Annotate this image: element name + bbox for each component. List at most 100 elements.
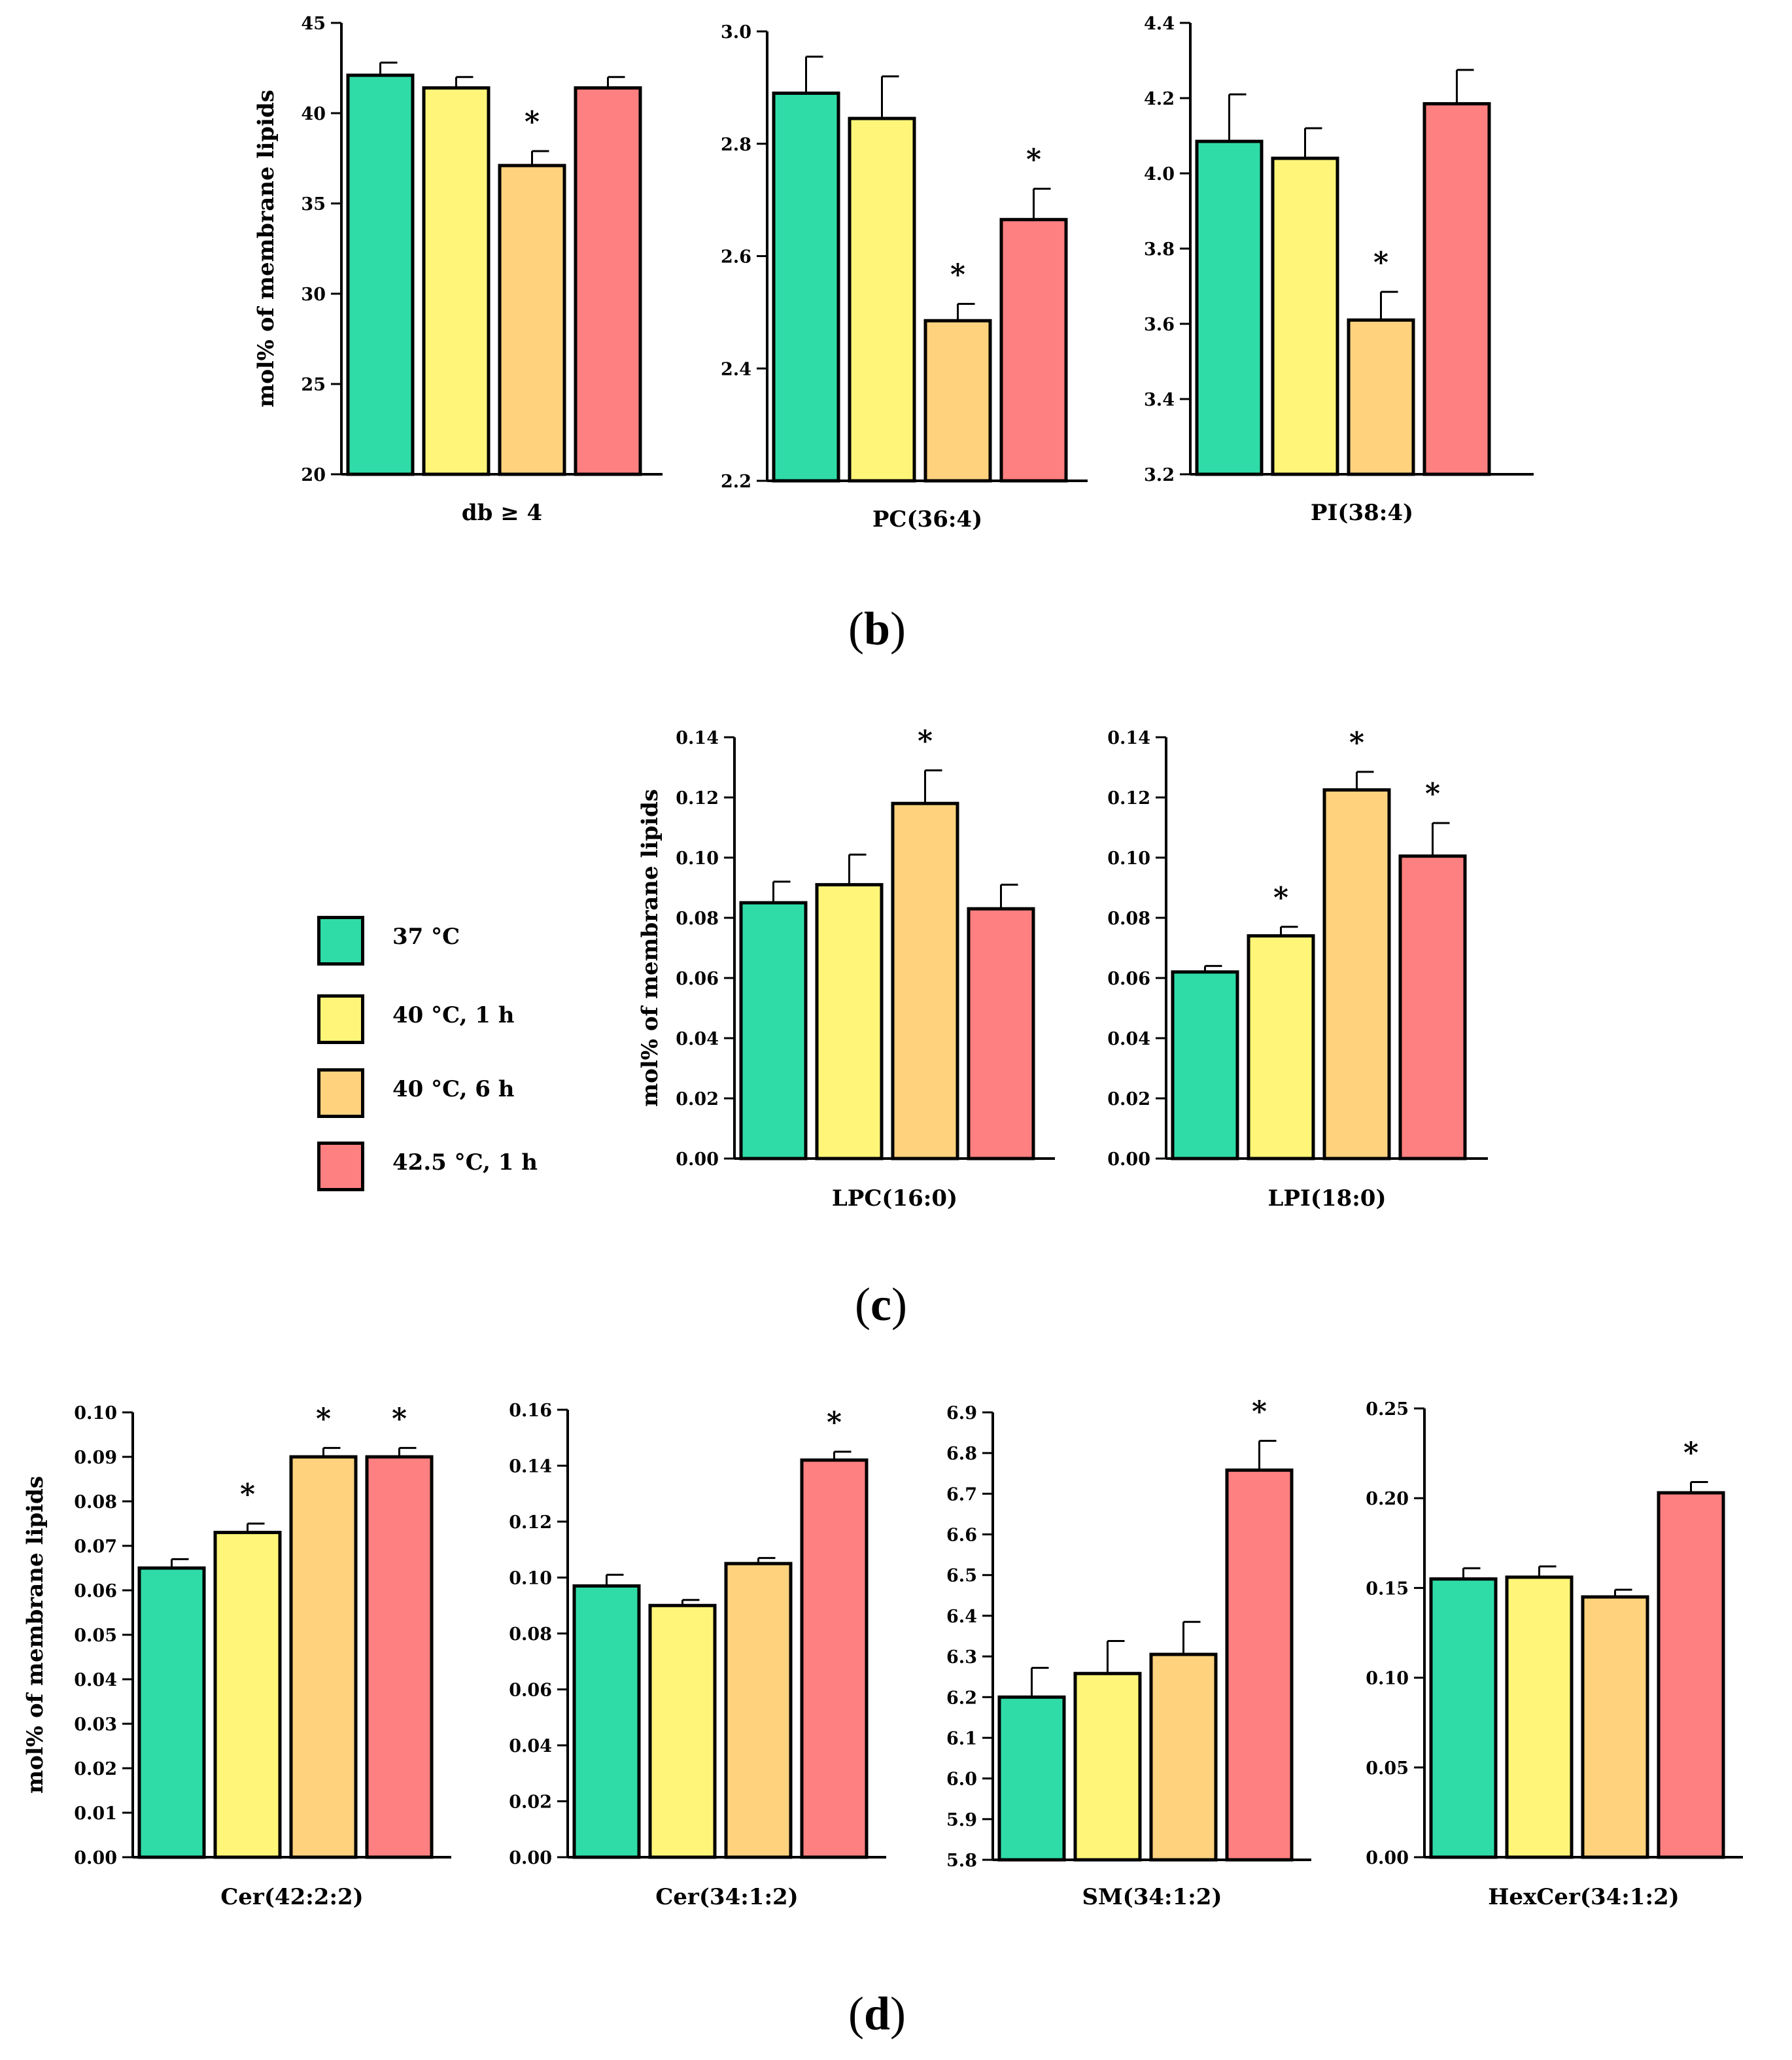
bar-40c-6h-db-4 [498, 164, 566, 476]
legend-label-40c-6h: 40 °C, 6 h [392, 1076, 515, 1102]
x-label-hexcer-34-1-2: HexCer(34:1:2) [1488, 1884, 1680, 1910]
y-tick-label-sm-34-1-2: 6.8 [946, 1444, 977, 1464]
y-tick-label-lpc-16-0: 0.02 [676, 1089, 719, 1109]
y-tick-label-lpi-18-0: 0.02 [1107, 1089, 1150, 1109]
legend-item-37c: 37 °C [317, 916, 579, 967]
y-tick-label-pi-38-4: 3.8 [1144, 239, 1175, 260]
y-tick-label-lpi-18-0: 0.06 [1107, 969, 1150, 989]
bar-40c-6h-cer-42-2-2 [289, 1455, 358, 1859]
y-tick-label-sm-34-1-2: 6.6 [946, 1526, 977, 1546]
bar-42-5c-1h-pc-36-4 [999, 218, 1068, 483]
significance-asterisk: * [1252, 1395, 1267, 1429]
significance-asterisk: * [1425, 777, 1440, 811]
y-tick-label-db-4: 25 [301, 375, 326, 395]
y-tick-label-sm-34-1-2: 6.3 [946, 1647, 977, 1667]
y-tick-label-lpc-16-0: 0.14 [676, 728, 719, 748]
bar-40c-1h-lpc-16-0 [815, 882, 884, 1161]
y-tick-label-sm-34-1-2: 5.9 [946, 1810, 977, 1830]
x-label-lpc-16-0: LPC(16:0) [832, 1185, 957, 1212]
significance-asterisk: * [392, 1402, 407, 1435]
panel-label-c: (c) [855, 1278, 907, 1331]
y-tick-label-cer-42-2-2: 0.05 [74, 1626, 117, 1646]
y-axis-label: mol% of membrane lipids [22, 1476, 48, 1794]
y-axis-label: mol% of membrane lipids [637, 789, 663, 1107]
y-tick-label-hexcer-34-1-2: 0.15 [1366, 1579, 1409, 1599]
bar-42-5c-1h-sm-34-1-2 [1225, 1468, 1294, 1862]
bar-40c-1h-pc-36-4 [848, 116, 916, 483]
y-tick-label-hexcer-34-1-2: 0.00 [1366, 1848, 1409, 1868]
legend-item-40c-1h: 40 °C, 1 h [317, 994, 579, 1045]
panel-label-d: (d) [848, 1987, 906, 2040]
x-label-lpi-18-0: LPI(18:0) [1267, 1185, 1386, 1212]
y-tick-label-lpc-16-0: 0.04 [676, 1029, 719, 1049]
x-label-pi-38-4: PI(38:4) [1311, 500, 1413, 526]
bar-42-5c-1h-hexcer-34-1-2 [1657, 1491, 1725, 1859]
y-tick-label-sm-34-1-2: 6.0 [946, 1770, 977, 1790]
y-tick-label-pi-38-4: 4.0 [1144, 164, 1175, 184]
significance-asterisk: * [525, 105, 540, 139]
bar-40c-1h-cer-42-2-2 [213, 1531, 282, 1859]
x-label-sm-34-1-2: SM(34:1:2) [1082, 1884, 1222, 1910]
significance-asterisk: * [240, 1478, 255, 1511]
x-label-cer-34-1-2: Cer(34:1:2) [655, 1884, 799, 1910]
y-tick-label-lpc-16-0: 0.10 [676, 848, 719, 869]
legend-swatch-40c-6h [317, 1068, 364, 1118]
y-tick-label-lpi-18-0: 0.12 [1107, 788, 1150, 809]
y-tick-label-cer-34-1-2: 0.16 [509, 1401, 552, 1421]
bar-40c-1h-sm-34-1-2 [1073, 1671, 1142, 1862]
y-tick-label-sm-34-1-2: 6.1 [946, 1728, 977, 1749]
y-tick-label-cer-34-1-2: 0.02 [509, 1792, 552, 1813]
y-tick-label-hexcer-34-1-2: 0.05 [1366, 1758, 1409, 1779]
y-tick-label-pc-36-4: 2.8 [721, 135, 751, 155]
bar-42-5c-1h-lpi-18-0 [1398, 854, 1467, 1161]
y-tick-label-sm-34-1-2: 6.4 [946, 1607, 977, 1627]
legend-label-37c: 37 °C [392, 924, 460, 950]
y-tick-label-lpi-18-0: 0.10 [1107, 848, 1150, 869]
y-tick-label-db-4: 45 [301, 14, 326, 34]
significance-asterisk: * [1349, 726, 1364, 759]
y-tick-label-pi-38-4: 3.6 [1144, 315, 1175, 335]
bar-42-5c-1h-lpc-16-0 [967, 907, 1035, 1161]
y-tick-label-pi-38-4: 4.2 [1144, 89, 1175, 109]
significance-asterisk: * [316, 1402, 331, 1435]
y-tick-label-cer-34-1-2: 0.14 [509, 1457, 552, 1477]
bar-40c-1h-pi-38-4 [1271, 156, 1339, 476]
y-tick-label-db-4: 20 [301, 465, 326, 485]
bar-37c-pc-36-4 [772, 91, 840, 483]
y-tick-label-hexcer-34-1-2: 0.10 [1366, 1669, 1409, 1689]
bar-40c-6h-pc-36-4 [923, 319, 992, 483]
y-tick-label-cer-42-2-2: 0.00 [74, 1848, 117, 1868]
legend-label-42-5c-1h: 42.5 °C, 1 h [392, 1149, 538, 1176]
bar-40c-6h-lpc-16-0 [891, 801, 959, 1161]
y-tick-label-lpc-16-0: 0.12 [676, 788, 719, 809]
y-tick-label-lpi-18-0: 0.04 [1107, 1029, 1150, 1049]
panel-label-b: (b) [848, 602, 906, 655]
bar-40c-6h-hexcer-34-1-2 [1581, 1595, 1649, 1859]
x-label-cer-42-2-2: Cer(42:2:2) [220, 1884, 364, 1910]
y-tick-label-cer-42-2-2: 0.03 [74, 1715, 117, 1735]
bar-42-5c-1h-pi-38-4 [1422, 102, 1491, 476]
y-tick-label-cer-34-1-2: 0.08 [509, 1624, 552, 1645]
significance-asterisk: * [950, 258, 965, 291]
y-tick-label-hexcer-34-1-2: 0.25 [1366, 1399, 1409, 1420]
bar-40c-6h-sm-34-1-2 [1149, 1652, 1218, 1862]
bar-37c-lpi-18-0 [1171, 970, 1239, 1161]
bar-37c-db-4 [346, 73, 415, 476]
y-tick-label-cer-42-2-2: 0.10 [74, 1403, 117, 1423]
y-tick-label-sm-34-1-2: 6.2 [946, 1688, 977, 1708]
x-label-db-4: db ≥ 4 [462, 500, 542, 526]
y-tick-label-lpc-16-0: 0.06 [676, 969, 719, 989]
y-tick-label-pi-38-4: 4.4 [1144, 14, 1175, 34]
y-tick-label-pi-38-4: 3.2 [1144, 465, 1175, 485]
bar-40c-1h-db-4 [422, 86, 491, 476]
significance-asterisk: * [1373, 246, 1388, 279]
bar-40c-1h-cer-34-1-2 [648, 1603, 717, 1859]
significance-asterisk: * [1026, 143, 1041, 176]
bar-40c-6h-lpi-18-0 [1322, 788, 1391, 1161]
y-tick-label-pc-36-4: 2.2 [721, 472, 751, 492]
y-axis-label: mol% of membrane lipids [253, 90, 279, 408]
y-tick-label-cer-42-2-2: 0.07 [74, 1537, 117, 1557]
bar-37c-lpc-16-0 [739, 901, 808, 1161]
y-tick-label-cer-34-1-2: 0.00 [509, 1848, 552, 1868]
